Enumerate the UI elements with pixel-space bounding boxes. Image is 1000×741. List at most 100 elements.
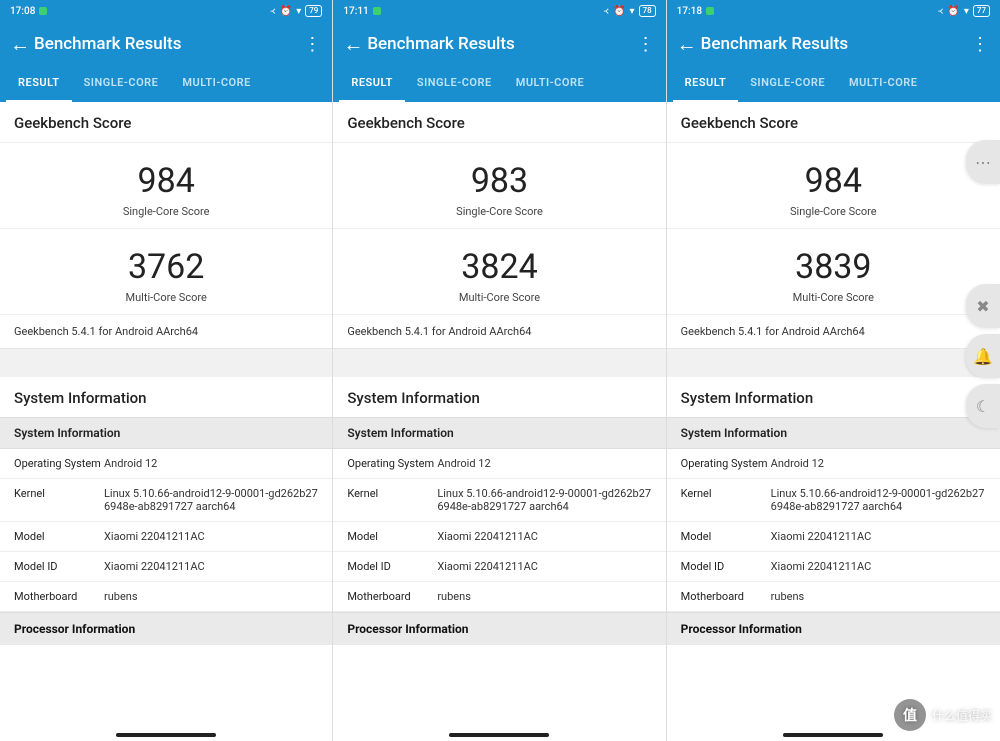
row-kernel: KernelLinux 5.10.66-android12-9-00001-gd… [667, 479, 1000, 522]
tab-multi-core[interactable]: MULTI-CORE [504, 66, 596, 102]
single-core-label: Single-Core Score [0, 205, 332, 218]
status-notification-dot [373, 7, 381, 15]
row-model: ModelXiaomi 22041211AC [667, 522, 1000, 552]
tab-bar: RESULTSINGLE-COREMULTI-CORE [0, 66, 332, 102]
multi-core-label: Multi-Core Score [333, 291, 665, 304]
overflow-menu-icon[interactable]: ⋮ [970, 34, 990, 55]
row-kernel: KernelLinux 5.10.66-android12-9-00001-gd… [333, 479, 665, 522]
app-bar: ←Benchmark Results⋮ [667, 22, 1000, 66]
alarm-icon: ⏰ [280, 6, 292, 17]
tab-single-core[interactable]: SINGLE-CORE [405, 66, 504, 102]
overflow-menu-icon[interactable]: ⋮ [636, 34, 656, 55]
multi-core-block: 3839 Multi-Core Score [667, 228, 1000, 314]
section-spacer [667, 349, 1000, 377]
content-area: Geekbench Score983Single-Core Score 3824 M… [333, 102, 665, 741]
label-motherboard: Motherboard [14, 590, 104, 603]
floating-actions: ⋯ ✖ 🔔 ☾ [966, 140, 1000, 428]
geekbench-version: Geekbench 5.4.1 for Android AArch64 [667, 314, 1000, 349]
sysinfo-title: System Information [667, 377, 1000, 417]
sysinfo-title: System Information [0, 377, 332, 417]
tab-result[interactable]: RESULT [673, 66, 739, 102]
row-model: ModelXiaomi 22041211AC [333, 522, 665, 552]
row-motherboard: Motherboardrubens [667, 582, 1000, 612]
single-core-block: 984Single-Core Score [667, 142, 1000, 228]
row-model-id: Model IDXiaomi 22041211AC [0, 552, 332, 582]
label-motherboard: Motherboard [681, 590, 771, 603]
label-model-id: Model ID [14, 560, 104, 573]
phone-screenshot-2: 17:11᚜⏰▾78←Benchmark Results⋮RESULTSINGL… [333, 0, 666, 741]
float-mute-icon[interactable]: ✖ [966, 284, 1000, 328]
tab-result[interactable]: RESULT [6, 66, 72, 102]
sysinfo-header: System Information [333, 417, 665, 449]
tab-single-core[interactable]: SINGLE-CORE [738, 66, 837, 102]
label-motherboard: Motherboard [347, 590, 437, 603]
value-model: Xiaomi 22041211AC [104, 530, 318, 543]
bluetooth-icon: ᚜ [604, 6, 609, 17]
back-icon[interactable]: ← [673, 32, 701, 57]
label-os: Operating System [14, 457, 104, 470]
tab-result[interactable]: RESULT [339, 66, 405, 102]
section-spacer [333, 349, 665, 377]
value-model-id: Xiaomi 22041211AC [437, 560, 651, 573]
multi-core-score: 3839 [667, 247, 1000, 287]
single-core-block: 984 Single-Core Score [0, 142, 332, 228]
score-section-title: Geekbench Score [333, 102, 665, 142]
multi-core-block: 3824 Multi-Core Score [333, 228, 665, 314]
sysinfo-header: System Information [0, 417, 332, 449]
tab-multi-core[interactable]: MULTI-CORE [837, 66, 929, 102]
status-icons: ᚜⏰▾79 [271, 5, 323, 17]
home-indicator[interactable] [116, 733, 216, 737]
value-model: Xiaomi 22041211AC [437, 530, 651, 543]
value-motherboard: rubens [437, 590, 651, 603]
multi-core-block: 3762Multi-Core Score [0, 228, 332, 314]
single-core-block: 983Single-Core Score [333, 142, 665, 228]
value-model-id: Xiaomi 22041211AC [771, 560, 986, 573]
alarm-icon: ⏰ [613, 6, 625, 17]
value-os: Android 12 [104, 457, 318, 470]
tab-single-core[interactable]: SINGLE-CORE [72, 66, 171, 102]
app-title: Benchmark Results [367, 34, 635, 54]
row-motherboard: Motherboardrubens [333, 582, 665, 612]
row-kernel: KernelLinux 5.10.66-android12-9-00001-gd… [0, 479, 332, 522]
value-kernel: Linux 5.10.66-android12-9-00001-gd262b27… [437, 487, 651, 513]
row-model-id: Model IDXiaomi 22041211AC [667, 552, 1000, 582]
sysinfo-header: System Information [667, 417, 1000, 449]
back-icon[interactable]: ← [339, 32, 367, 57]
phone-screenshot-1: 17:08᚜⏰▾79←Benchmark Results⋮RESULTSINGL… [0, 0, 333, 741]
watermark-text: 什么值得买 [932, 707, 992, 724]
label-os: Operating System [347, 457, 437, 470]
phone-screenshot-3: 17:18᚜⏰▾77←Benchmark Results⋮RESULTSINGL… [667, 0, 1000, 741]
multi-core-score: 3824 [333, 247, 665, 287]
tab-multi-core[interactable]: MULTI-CORE [170, 66, 262, 102]
geekbench-version: Geekbench 5.4.1 for Android AArch64 [333, 314, 665, 349]
bluetooth-icon: ᚜ [271, 6, 276, 17]
multi-core-label: Multi-Core Score [667, 291, 1000, 304]
float-night-icon[interactable]: ☾ [966, 384, 1000, 428]
single-core-score: 983 [333, 161, 665, 201]
label-model-id: Model ID [681, 560, 771, 573]
procinfo-header: Processor Information [333, 612, 665, 645]
wifi-icon: ▾ [630, 6, 635, 17]
label-model: Model [347, 530, 437, 543]
back-icon[interactable]: ← [6, 32, 34, 57]
multi-core-score: 3762 [0, 247, 332, 287]
row-model-id: Model IDXiaomi 22041211AC [333, 552, 665, 582]
float-more-icon[interactable]: ⋯ [966, 140, 1000, 184]
float-bell-icon[interactable]: 🔔 [966, 334, 1000, 378]
overflow-menu-icon[interactable]: ⋮ [302, 34, 322, 55]
procinfo-header: Processor Information [667, 612, 1000, 645]
single-core-score: 984 [0, 161, 332, 201]
label-os: Operating System [681, 457, 771, 470]
score-section-title: Geekbench Score [0, 102, 332, 142]
watermark-badge: 值 [894, 699, 926, 731]
value-os: Android 12 [437, 457, 651, 470]
score-section-title: Geekbench Score [667, 102, 1000, 142]
status-bar: 17:18᚜⏰▾77 [667, 0, 1000, 22]
value-os: Android 12 [771, 457, 986, 470]
alarm-icon: ⏰ [947, 6, 959, 17]
home-indicator[interactable] [449, 733, 549, 737]
status-time: 17:18 [677, 6, 702, 17]
home-indicator[interactable] [783, 733, 883, 737]
label-kernel: Kernel [14, 487, 104, 513]
value-motherboard: rubens [104, 590, 318, 603]
